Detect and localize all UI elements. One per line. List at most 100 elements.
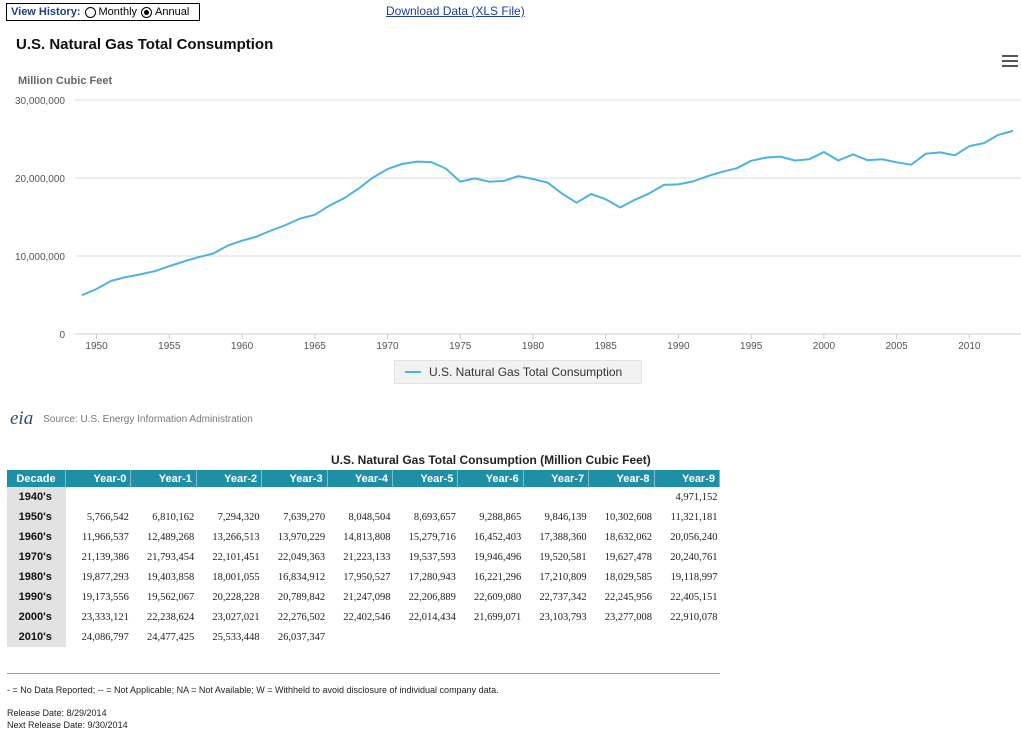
value-cell xyxy=(392,627,457,647)
radio-annual[interactable]: Annual xyxy=(141,4,189,20)
column-header: Year-4 xyxy=(327,470,393,487)
legend-swatch xyxy=(405,371,421,373)
value-cell: 22,609,080 xyxy=(473,591,522,603)
value-cell: 24,477,425 xyxy=(147,631,195,643)
value-cell: 8,048,504 xyxy=(348,511,391,523)
table-title: U.S. Natural Gas Total Consumption (Mill… xyxy=(331,453,651,467)
value-cell: 11,321,181 xyxy=(670,511,718,523)
value-cell: 22,206,889 xyxy=(408,591,456,603)
source-attribution: eia Source: U.S. Energy Information Admi… xyxy=(10,408,253,430)
consumption-table: Decade Year-0 Year-1 Year-2 Year-3 Year-4 Year… xyxy=(7,470,721,647)
value-cell: 16,834,912 xyxy=(277,571,326,583)
value-cell: 23,103,793 xyxy=(539,611,587,623)
value-cell: 22,402,546 xyxy=(343,611,391,623)
value-cell xyxy=(327,627,392,647)
table-row: 2000's 23,333,121 22,238,624 23,027,021 22,2… xyxy=(7,607,720,627)
x-tick-label: 2010 xyxy=(958,341,981,352)
y-tick-label: 20,000,000 xyxy=(15,174,65,185)
x-tick-label: 1965 xyxy=(304,341,327,352)
column-header: Year-5 xyxy=(392,470,459,487)
value-cell: 9,288,865 xyxy=(479,511,522,523)
value-cell xyxy=(131,487,196,507)
value-cell xyxy=(196,487,261,507)
value-cell xyxy=(262,487,327,507)
value-cell: 23,333,121 xyxy=(81,611,129,623)
radio-annual-label[interactable]: Annual xyxy=(155,6,190,18)
table-row: 1960's 11,966,537 12,489,268 13,266,513 13,9… xyxy=(7,527,720,547)
value-cell: 9,846,139 xyxy=(544,511,587,523)
hamburger-menu-icon[interactable] xyxy=(1002,55,1018,69)
release-info: Release Date: 8/29/2014 Next Release Dat… xyxy=(7,707,128,731)
value-cell: 23,027,021 xyxy=(212,611,260,623)
radio-monthly-label[interactable]: Monthly xyxy=(98,6,138,18)
divider xyxy=(7,673,720,674)
value-cell xyxy=(458,487,523,507)
value-cell: 19,173,556 xyxy=(81,591,129,603)
value-cell: 19,877,293 xyxy=(81,571,129,583)
x-tick-label: 1975 xyxy=(449,341,472,352)
y-tick-label: 10,000,000 xyxy=(15,252,65,263)
column-header: Year-6 xyxy=(457,470,524,487)
chart-series xyxy=(81,129,1014,297)
y-axis-ticks: 0 10,000,000 20,000,000 30,000,000 xyxy=(15,96,66,341)
value-cell xyxy=(523,487,588,507)
decade-cell: 2010's xyxy=(7,627,66,647)
value-cell: 20,056,240 xyxy=(670,531,718,543)
value-cell: 16,221,296 xyxy=(473,571,522,583)
table-row: 1970's 21,139,386 21,793,454 22,101,451 22,0… xyxy=(7,547,720,567)
value-cell: 15,279,716 xyxy=(408,531,456,543)
value-cell: 16,452,403 xyxy=(473,531,522,543)
value-cell: 20,228,228 xyxy=(212,591,260,603)
value-cell: 22,737,342 xyxy=(539,591,587,603)
value-cell: 4,971,152 xyxy=(675,491,718,503)
value-cell: 19,627,478 xyxy=(604,551,653,563)
x-tick-label: 1960 xyxy=(231,341,254,352)
table-body: 1940's 4,971,152 1950's 5,766,542 6,810,162 7… xyxy=(7,487,720,647)
value-cell: 17,950,527 xyxy=(343,571,391,583)
value-cell xyxy=(66,487,131,507)
value-cell: 19,403,858 xyxy=(147,571,195,583)
chart-grid xyxy=(75,99,1021,335)
value-cell: 6,810,162 xyxy=(152,511,195,523)
y-tick-label: 30,000,000 xyxy=(15,96,65,107)
source-text: Source: U.S. Energy Information Administ… xyxy=(43,413,253,425)
radio-annual-circle[interactable] xyxy=(141,6,153,18)
x-tick-label: 2000 xyxy=(813,341,836,352)
decade-cell: 1950's xyxy=(7,507,66,527)
value-cell: 11,966,537 xyxy=(82,531,129,543)
chart-legend[interactable]: U.S. Natural Gas Total Consumption xyxy=(394,360,642,384)
table-row: 1950's 5,766,542 6,810,162 7,294,320 7,639,2… xyxy=(7,507,720,527)
radio-monthly[interactable]: Monthly xyxy=(84,4,138,20)
legend-label: U.S. Natural Gas Total Consumption xyxy=(429,365,623,379)
column-header: Decade xyxy=(7,470,66,487)
value-cell: 24,086,797 xyxy=(81,631,129,643)
column-header: Year-9 xyxy=(654,470,721,487)
chart-title: U.S. Natural Gas Total Consumption xyxy=(16,36,274,53)
eia-logo: eia xyxy=(10,408,34,429)
value-cell: 26,037,347 xyxy=(277,631,326,643)
series-line[interactable] xyxy=(81,129,1014,297)
value-cell: 7,639,270 xyxy=(283,511,326,523)
value-cell: 10,302,608 xyxy=(604,511,653,523)
value-cell: 19,537,593 xyxy=(408,551,456,563)
next-release-date: Next Release Date: 9/30/2014 xyxy=(7,720,128,730)
download-data-link[interactable]: Download Data (XLS File) xyxy=(386,4,525,18)
radio-monthly-circle[interactable] xyxy=(84,6,96,18)
value-cell: 7,294,320 xyxy=(217,511,260,523)
line-chart: Million Cubic Feet 0 10,000,000 20,000,000… xyxy=(15,75,1021,352)
x-axis-ticks: 1950 1955 1960 1965 1970 1975 1980 1985 1990 1995… xyxy=(85,334,981,352)
value-cell: 17,210,809 xyxy=(539,571,587,583)
view-history-control: View History: Monthly Annual xyxy=(6,3,201,21)
value-cell xyxy=(589,627,654,647)
value-cell: 22,014,434 xyxy=(408,611,456,623)
column-header: Year-2 xyxy=(196,470,263,487)
x-tick-label: 1990 xyxy=(667,341,690,352)
legend-notes: - = No Data Reported; -- = Not Applicabl… xyxy=(7,685,499,695)
decade-cell: 1980's xyxy=(7,567,66,587)
column-header: Year-7 xyxy=(523,470,590,487)
y-tick-label: 0 xyxy=(59,330,65,341)
view-history-label: View History: xyxy=(11,6,81,18)
decade-cell: 2000's xyxy=(7,607,66,627)
table-header-row: Decade Year-0 Year-1 Year-2 Year-3 Year-4 Year… xyxy=(7,470,721,487)
value-cell: 21,793,454 xyxy=(147,551,195,563)
